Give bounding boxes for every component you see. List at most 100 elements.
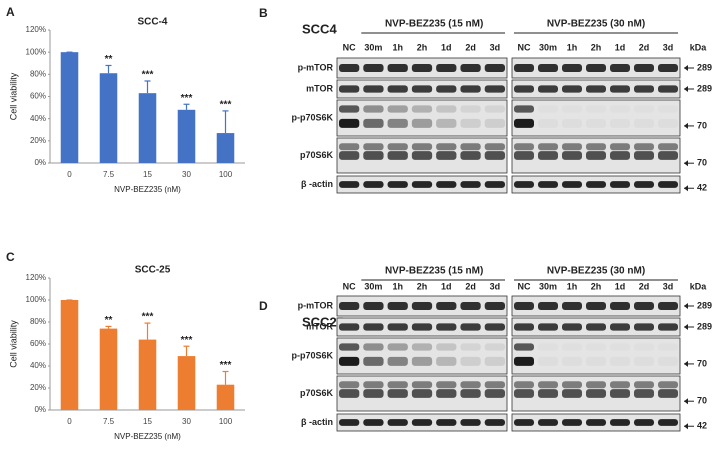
cell-line: SCC25 bbox=[302, 314, 344, 329]
lane-label: 1d bbox=[615, 281, 626, 291]
lane-label: 2h bbox=[591, 42, 602, 52]
blot-band bbox=[339, 323, 360, 331]
blot-band bbox=[387, 105, 408, 113]
panel-label: C bbox=[6, 250, 15, 264]
blot-band bbox=[538, 381, 558, 389]
blot-band bbox=[484, 118, 505, 128]
blot-band bbox=[460, 118, 481, 128]
kda-arrowhead bbox=[684, 324, 688, 330]
y-tick-label: 40% bbox=[30, 361, 46, 370]
blot-band bbox=[387, 323, 408, 331]
blot-band bbox=[484, 302, 505, 310]
blot-band bbox=[610, 143, 630, 151]
blot-panel bbox=[336, 99, 508, 137]
y-tick-label: 60% bbox=[30, 339, 46, 348]
group-header: NVP-BEZ235 (30 nM) bbox=[547, 266, 645, 277]
blot-band bbox=[436, 118, 457, 128]
blot-band bbox=[586, 389, 606, 398]
blot-band bbox=[436, 419, 457, 426]
lane-label: 1d bbox=[615, 42, 626, 52]
blot-band bbox=[484, 389, 505, 398]
lane-label: 30m bbox=[539, 281, 557, 291]
y-tick-label: 100% bbox=[26, 47, 46, 56]
kda-arrowhead bbox=[684, 65, 688, 71]
lane-label: 2h bbox=[417, 42, 428, 52]
bar bbox=[216, 133, 235, 163]
row-label: p-p70S6K bbox=[291, 350, 333, 360]
lane-label: 1h bbox=[567, 281, 578, 291]
blot-band bbox=[634, 343, 654, 350]
blot-band bbox=[484, 85, 505, 93]
blot-band bbox=[514, 302, 534, 310]
y-tick-label: 0% bbox=[34, 158, 46, 167]
blot-band bbox=[387, 85, 408, 93]
blot-band bbox=[514, 118, 534, 128]
y-tick-label: 20% bbox=[30, 136, 46, 145]
significance-mark: *** bbox=[142, 312, 154, 323]
lane-label: 1h bbox=[567, 42, 578, 52]
blot-band bbox=[538, 105, 558, 112]
blot-band bbox=[484, 151, 505, 160]
blot-band bbox=[363, 118, 384, 128]
blot-band bbox=[610, 357, 630, 366]
bar bbox=[138, 339, 157, 410]
blot-band bbox=[538, 343, 558, 350]
blot-band bbox=[484, 381, 505, 389]
significance-mark: ** bbox=[105, 54, 113, 65]
blot-band bbox=[460, 85, 481, 93]
kda-arrowhead bbox=[684, 398, 688, 405]
blot-band bbox=[586, 323, 606, 331]
blot-band bbox=[514, 181, 534, 188]
row-label: p70S6K bbox=[300, 388, 334, 398]
blot-band bbox=[514, 356, 534, 366]
blot-band bbox=[436, 302, 457, 310]
y-tick-label: 40% bbox=[30, 114, 46, 123]
blot-band bbox=[538, 119, 558, 128]
row-label: β -actin bbox=[301, 179, 333, 189]
lane-label: 3d bbox=[490, 42, 501, 52]
blot-band bbox=[514, 143, 534, 151]
blot-band bbox=[436, 343, 457, 351]
blot-band bbox=[514, 343, 534, 351]
significance-mark: *** bbox=[220, 360, 232, 371]
blot-band bbox=[586, 357, 606, 366]
blot-band bbox=[586, 85, 606, 93]
lane-label: 30m bbox=[539, 42, 557, 52]
kda-value: 70 bbox=[697, 358, 707, 368]
blot-band bbox=[658, 119, 678, 128]
row-label: p-mTOR bbox=[298, 300, 334, 310]
blot-band bbox=[411, 389, 433, 398]
blot-band bbox=[538, 389, 558, 398]
x-tick-label: 30 bbox=[182, 417, 191, 426]
blot-band bbox=[610, 64, 630, 72]
blot-band bbox=[538, 302, 558, 310]
kda-header: kDa bbox=[690, 281, 708, 291]
blot-band bbox=[460, 381, 481, 389]
blot-band bbox=[363, 356, 384, 366]
blot-band bbox=[484, 419, 505, 426]
kda-value: 289 bbox=[697, 321, 712, 331]
blot-band bbox=[658, 181, 678, 188]
blot-band bbox=[634, 105, 654, 112]
bar bbox=[60, 52, 79, 163]
blot-band bbox=[562, 64, 582, 72]
bar bbox=[216, 384, 235, 410]
blot-band bbox=[484, 181, 505, 188]
kda-arrowhead bbox=[684, 86, 688, 92]
kda-value: 70 bbox=[697, 120, 707, 130]
blot-band bbox=[460, 181, 481, 188]
kda-arrowhead bbox=[684, 122, 688, 129]
blot-band bbox=[460, 323, 481, 331]
blot-band bbox=[610, 85, 630, 93]
blot-band bbox=[339, 143, 360, 151]
blot-band bbox=[387, 419, 408, 426]
blot-band bbox=[634, 357, 654, 366]
x-tick-label: 100 bbox=[219, 417, 233, 426]
blot-band bbox=[363, 105, 384, 113]
blot-band bbox=[658, 343, 678, 350]
bar bbox=[99, 73, 118, 163]
blot-band bbox=[538, 357, 558, 366]
y-tick-label: 120% bbox=[26, 273, 46, 282]
blot-band bbox=[514, 85, 534, 93]
lane-label: 1h bbox=[392, 281, 403, 291]
